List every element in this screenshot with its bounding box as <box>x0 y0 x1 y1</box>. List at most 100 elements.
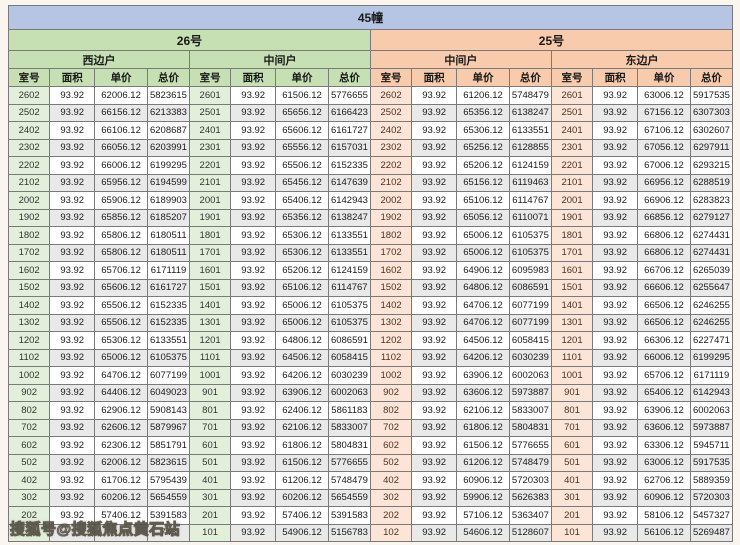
value-cell: 93.92 <box>49 208 96 227</box>
value-cell: 6133551 <box>508 121 552 140</box>
col-header-25号-中间户-3: 总价 <box>508 68 552 87</box>
value-cell: 6133551 <box>146 331 190 350</box>
room-cell: 1202 <box>7 331 51 350</box>
room-cell: 2002 <box>7 191 51 210</box>
room-cell: 2502 <box>7 103 51 122</box>
value-cell: 6142943 <box>689 383 734 402</box>
value-cell: 93.92 <box>230 191 277 210</box>
value-cell: 67156.12 <box>637 103 691 122</box>
value-cell: 65356.12 <box>456 103 510 122</box>
value-cell: 6199295 <box>146 156 190 175</box>
value-cell: 6114767 <box>508 191 552 210</box>
value-cell: 93.92 <box>592 401 639 420</box>
col-header-25号-东边户-0: 室号 <box>550 68 594 87</box>
title-row: 45幢 <box>8 5 733 30</box>
value-cell: 63606.12 <box>637 418 691 437</box>
value-cell: 6002063 <box>508 366 552 385</box>
value-cell: 93.92 <box>49 436 96 455</box>
value-cell: 93.92 <box>49 313 96 332</box>
value-cell: 6124159 <box>508 156 552 175</box>
value-cell: 93.92 <box>592 296 639 315</box>
value-cell <box>94 523 148 542</box>
room-cell: 2401 <box>550 121 594 140</box>
value-cell: 62706.12 <box>637 471 691 490</box>
value-cell: 62906.12 <box>94 401 148 420</box>
value-cell: 5945711 <box>689 436 734 455</box>
value-cell: 64506.12 <box>275 348 329 367</box>
value-cell: 65706.12 <box>637 366 691 385</box>
value-cell: 65306.12 <box>275 226 329 245</box>
building-title: 45幢 <box>8 5 733 30</box>
room-cell: 901 <box>188 383 232 402</box>
value-cell: 58106.12 <box>637 506 691 525</box>
room-cell: 1301 <box>550 313 594 332</box>
value-cell: 67106.12 <box>637 121 691 140</box>
room-cell: 1001 <box>550 366 594 385</box>
value-cell: 60206.12 <box>275 488 329 507</box>
value-cell: 6086591 <box>327 331 371 350</box>
value-cell: 93.92 <box>230 261 277 280</box>
value-cell: 93.92 <box>230 173 277 192</box>
value-cell: 93.92 <box>230 243 277 262</box>
value-cell: 6133551 <box>327 243 371 262</box>
room-cell: 1602 <box>7 261 51 280</box>
value-cell: 65256.12 <box>456 138 510 157</box>
room-cell: 1602 <box>369 261 413 280</box>
room-cell: 201 <box>550 506 594 525</box>
value-cell: 6274431 <box>689 226 734 245</box>
value-cell: 5833007 <box>327 418 371 437</box>
value-cell: 62406.12 <box>275 401 329 420</box>
value-cell: 6246255 <box>689 313 734 332</box>
value-cell: 93.92 <box>49 331 96 350</box>
value-cell: 6105375 <box>146 348 190 367</box>
value-cell: 6302607 <box>689 121 734 140</box>
value-cell: 6203991 <box>146 138 190 157</box>
unit-header-row: 西边户 中间户 中间户 东边户 <box>8 50 734 69</box>
value-cell: 6138247 <box>327 208 371 227</box>
value-cell: 6208687 <box>146 121 190 140</box>
room-cell: 1001 <box>188 366 232 385</box>
value-cell: 93.92 <box>49 173 96 192</box>
table-row: 302 93.92 60206.12 5654559 301 93.92 60206.12 5… <box>7 488 734 507</box>
value-cell: 93.92 <box>49 366 96 385</box>
value-cell: 66606.12 <box>637 278 691 297</box>
value-cell: 6152335 <box>327 156 371 175</box>
value-cell: 54606.12 <box>456 523 510 542</box>
value-cell: 93.92 <box>592 436 639 455</box>
value-cell: 93.92 <box>230 418 277 437</box>
value-cell: 61806.12 <box>456 418 510 437</box>
value-cell: 93.92 <box>411 401 458 420</box>
value-cell: 5748479 <box>327 471 371 490</box>
room-cell: 1202 <box>369 331 413 350</box>
value-cell: 5973887 <box>508 383 552 402</box>
value-cell: 6049023 <box>146 383 190 402</box>
value-cell: 93.92 <box>49 418 96 437</box>
room-cell: 601 <box>550 436 594 455</box>
table-row: 1302 93.92 65506.12 6152335 1301 93.92 65006.1… <box>7 313 734 332</box>
value-cell: 5654559 <box>146 488 190 507</box>
room-cell: 2002 <box>369 191 413 210</box>
table-row: 2102 93.92 65956.12 6194599 2101 93.92 65456.1… <box>7 173 734 192</box>
room-cell: 2302 <box>7 138 51 157</box>
value-cell: 6194599 <box>146 173 190 192</box>
value-cell: 5776655 <box>327 86 371 105</box>
value-cell: 5156783 <box>327 523 371 542</box>
value-cell: 66906.12 <box>637 191 691 210</box>
room-cell: 2502 <box>369 103 413 122</box>
value-cell: 65306.12 <box>275 243 329 262</box>
value-cell: 93.92 <box>230 103 277 122</box>
value-cell: 93.92 <box>49 488 96 507</box>
value-cell: 61506.12 <box>456 436 510 455</box>
value-cell: 93.92 <box>592 313 639 332</box>
value-cell: 62306.12 <box>94 436 148 455</box>
table-row: 2602 93.92 62006.12 5823615 2601 93.92 61506.1… <box>7 86 734 105</box>
value-cell: 6279127 <box>689 208 734 227</box>
value-cell: 64806.12 <box>456 278 510 297</box>
value-cell: 66106.12 <box>94 121 148 140</box>
value-cell: 62106.12 <box>456 401 510 420</box>
value-cell: 5823615 <box>146 453 190 472</box>
value-cell: 93.92 <box>411 296 458 315</box>
value-cell: 93.92 <box>49 296 96 315</box>
value-cell: 93.92 <box>49 138 96 157</box>
table-row: 1002 93.92 64706.12 6077199 1001 93.92 64206.1… <box>7 366 734 385</box>
